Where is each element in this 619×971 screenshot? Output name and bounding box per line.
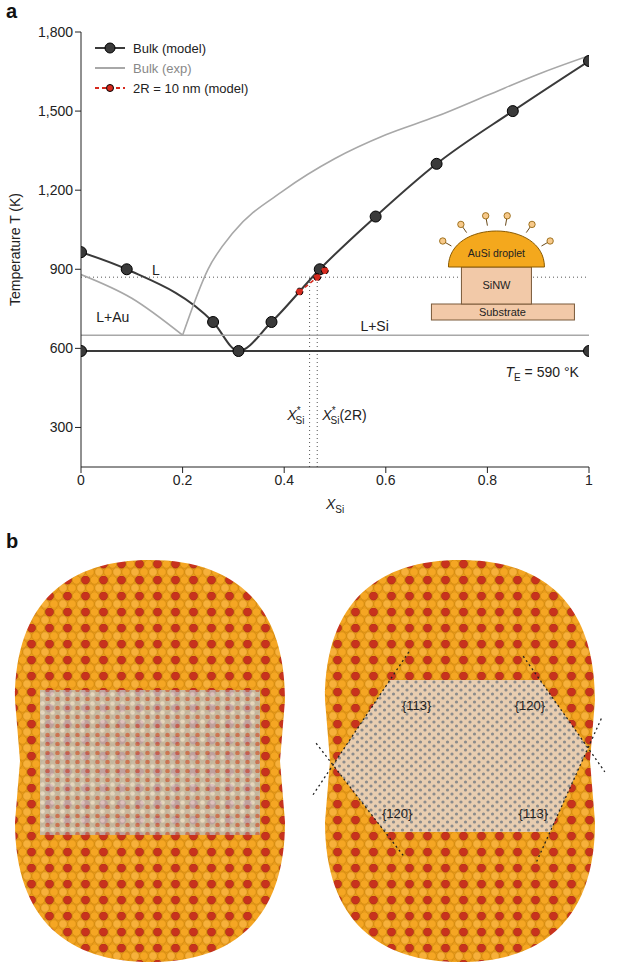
svg-text:AuSi droplet: AuSi droplet (468, 247, 525, 259)
svg-text:b: b (6, 530, 18, 552)
svg-text:1,800: 1,800 (38, 24, 73, 40)
svg-text:L+Si: L+Si (360, 318, 388, 334)
svg-text:Bulk (exp): Bulk (exp) (133, 61, 192, 76)
svg-text:X*Si(2R): X*Si(2R) (321, 405, 366, 426)
svg-text:{120}: {120} (515, 698, 546, 713)
svg-text:{113}: {113} (519, 806, 549, 821)
svg-text:L+Au: L+Au (96, 309, 129, 325)
svg-text:{113}: {113} (402, 698, 432, 713)
svg-text:XSi: XSi (325, 496, 344, 515)
svg-text:{120}: {120} (382, 806, 413, 821)
svg-text:0.8: 0.8 (478, 472, 498, 488)
svg-text:0: 0 (77, 472, 85, 488)
svg-text:TE = 590 °K: TE = 590 °K (505, 364, 579, 383)
svg-text:300: 300 (50, 419, 74, 435)
svg-text:2R = 10 nm (model): 2R = 10 nm (model) (133, 81, 248, 96)
html-text:a: a (6, 0, 18, 22)
svg-text:0.4: 0.4 (274, 472, 294, 488)
svg-text:1,500: 1,500 (38, 103, 73, 119)
svg-text:SiNW: SiNW (482, 279, 511, 291)
svg-text:900: 900 (50, 261, 74, 277)
svg-text:0.2: 0.2 (173, 472, 193, 488)
svg-text:L: L (152, 262, 160, 278)
svg-text:X*Si: X*Si (286, 405, 304, 426)
svg-text:Temperature T (K): Temperature T (K) (7, 193, 23, 306)
svg-text:1: 1 (585, 472, 593, 488)
svg-text:0.6: 0.6 (376, 472, 396, 488)
svg-text:Substrate: Substrate (479, 306, 526, 318)
svg-text:1,200: 1,200 (38, 182, 73, 198)
svg-text:Bulk (model): Bulk (model) (133, 41, 206, 56)
svg-text:600: 600 (50, 340, 74, 356)
